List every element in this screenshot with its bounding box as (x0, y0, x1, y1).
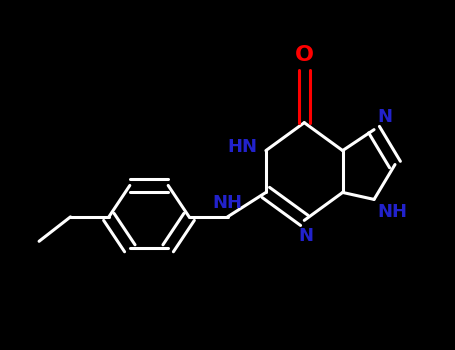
Text: O: O (295, 45, 314, 65)
Text: NH: NH (212, 194, 243, 212)
Text: N: N (378, 108, 393, 126)
Text: HN: HN (227, 138, 257, 156)
Text: N: N (298, 228, 313, 245)
Text: NH: NH (378, 203, 408, 221)
